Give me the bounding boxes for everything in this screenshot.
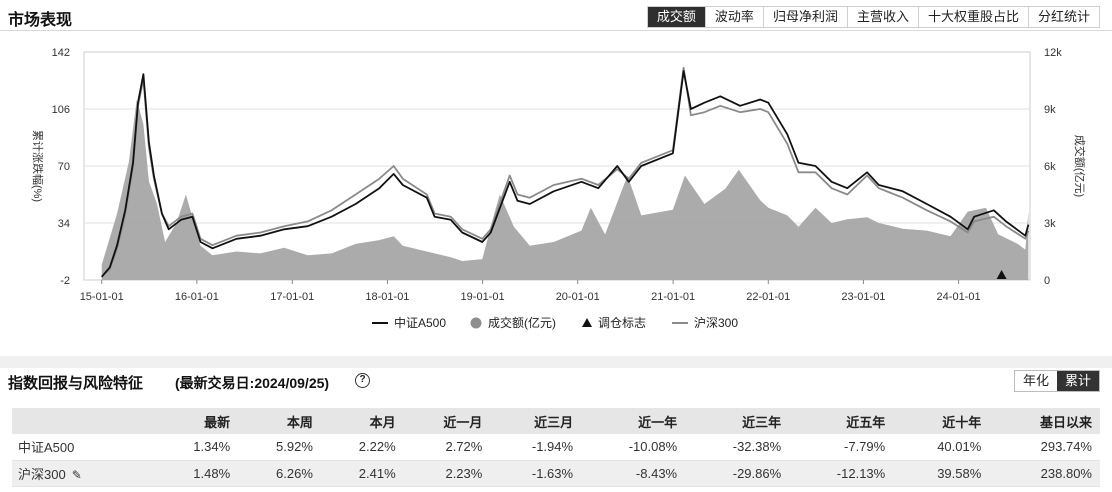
rebalance-marker: [996, 270, 1007, 279]
column-header: 近一年: [581, 408, 686, 434]
x-tick-label: 19-01-01: [461, 291, 505, 303]
market-section-title: 市场表现: [8, 12, 73, 29]
header-divider: [0, 30, 1112, 31]
y-tick-label: 70: [58, 161, 70, 173]
column-header: 近十年: [893, 408, 990, 434]
x-tick-label: 21-01-01: [651, 291, 695, 303]
table-cell: 238.80%: [989, 460, 1100, 487]
legend-label-a500: 中证A500: [394, 315, 446, 330]
market-chart: 142 106 70 34 -2 12k 9k 6k 3k 0 15-01-01 16-01-01 17…: [31, 47, 1087, 330]
table-cell: -10.08%: [581, 434, 686, 461]
column-header: [12, 408, 156, 434]
table-cell: -7.79%: [789, 434, 894, 461]
table-cell: 2.72%: [403, 434, 491, 461]
edit-icon[interactable]: ✎: [71, 467, 82, 482]
column-header: 近一月: [403, 408, 491, 434]
tab-dividend[interactable]: 分红统计: [1027, 7, 1099, 27]
legend-icon-marker: [582, 318, 592, 327]
hs300-line: [101, 66, 1030, 278]
x-tick-label: 17-01-01: [270, 291, 314, 303]
column-header: 本月: [320, 408, 404, 434]
turnover-area: [101, 99, 1029, 280]
latest-trade-date: (最新交易日:2024/09/25): [175, 375, 330, 391]
column-header: 近三月: [490, 408, 582, 434]
y2-axis-label: 成交额(亿元): [1073, 135, 1087, 197]
column-header: 最新: [155, 408, 239, 434]
column-header: 近五年: [789, 408, 894, 434]
toggle-annualized[interactable]: 年化: [1014, 371, 1057, 391]
table-cell: 1.34%: [155, 434, 239, 461]
table-cell: 5.92%: [238, 434, 321, 461]
returns-section-title: 指数回报与风险特征: [8, 375, 144, 392]
tab-turnover[interactable]: 成交额: [647, 7, 705, 27]
section-separator: [0, 356, 1112, 368]
x-tick-label: 18-01-01: [365, 291, 409, 303]
table-cell: 1.48%: [155, 460, 239, 487]
y2-tick-label: 12k: [1044, 47, 1062, 59]
row-name-label: 沪深300: [18, 466, 66, 482]
legend-label-marker: 调仓标志: [598, 316, 646, 330]
y2-tick-label: 6k: [1044, 161, 1056, 173]
legend-icon-turnover: [470, 317, 482, 329]
table-row: 中证A500 1.34% 5.92% 2.22% 2.72% -1.94% -1…: [12, 434, 1100, 461]
x-tick-label: 22-01-01: [746, 291, 790, 303]
tab-net-profit[interactable]: 归母净利润: [762, 7, 847, 27]
x-tick-label: 24-01-01: [937, 291, 981, 303]
column-header: 基日以来: [989, 408, 1100, 434]
toggle-cumulative[interactable]: 累计: [1056, 371, 1099, 391]
table-cell: 2.22%: [320, 434, 404, 461]
table-cell: -29.86%: [685, 460, 790, 487]
y-tick-label: -2: [60, 275, 70, 287]
table-row: 沪深300 ✎ 1.48% 6.26% 2.41% 2.23% -1.63% -8…: [12, 460, 1100, 487]
legend-label-hs300: 沪深300: [694, 316, 738, 330]
y-axis-label: 累计涨跌幅(%): [31, 130, 45, 202]
table-cell: 39.58%: [893, 460, 990, 487]
table-cell: -12.13%: [789, 460, 894, 487]
x-tick-label: 20-01-01: [556, 291, 600, 303]
row-name: 沪深300 ✎: [12, 460, 156, 487]
y-tick-label: 34: [58, 218, 70, 230]
y2-tick-label: 0: [1044, 275, 1050, 287]
y-tick-label: 106: [52, 104, 70, 116]
column-header: 近三年: [685, 408, 790, 434]
row-name: 中证A500: [12, 434, 156, 461]
tab-revenue[interactable]: 主营收入: [846, 7, 918, 27]
a500-line: [101, 70, 1030, 278]
tab-top10-weight[interactable]: 十大权重股占比: [917, 7, 1028, 27]
tab-volatility[interactable]: 波动率: [704, 7, 763, 27]
table-cell: 40.01%: [893, 434, 990, 461]
table-cell: 293.74%: [989, 434, 1100, 461]
table-header-row: 最新 本周 本月 近一月 近三月 近一年 近三年 近五年 近十年 基日以来: [12, 408, 1100, 434]
returns-table: 最新 本周 本月 近一月 近三月 近一年 近三年 近五年 近十年 基日以来 中证…: [12, 408, 1100, 487]
table-cell: -1.63%: [490, 460, 582, 487]
table-cell: 2.23%: [403, 460, 491, 487]
x-tick-label: 23-01-01: [841, 291, 885, 303]
column-header: 本周: [238, 408, 321, 434]
table-cell: -1.94%: [490, 434, 582, 461]
table-cell: 6.26%: [238, 460, 321, 487]
table-cell: -8.43%: [581, 460, 686, 487]
legend-label-turnover: 成交额(亿元): [488, 315, 556, 330]
x-tick-label: 15-01-01: [80, 291, 124, 303]
metric-tabs: 成交额 波动率 归母净利润 主营收入 十大权重股占比 分红统计: [646, 6, 1100, 28]
y2-tick-label: 3k: [1044, 218, 1056, 230]
help-icon[interactable]: ?: [355, 373, 370, 388]
table-cell: -32.38%: [685, 434, 790, 461]
x-tick-label: 16-01-01: [175, 291, 219, 303]
y-tick-label: 142: [52, 47, 70, 59]
table-cell: 2.41%: [320, 460, 404, 487]
return-mode-toggle: 年化 累计: [1013, 370, 1100, 392]
y2-tick-label: 9k: [1044, 104, 1056, 116]
